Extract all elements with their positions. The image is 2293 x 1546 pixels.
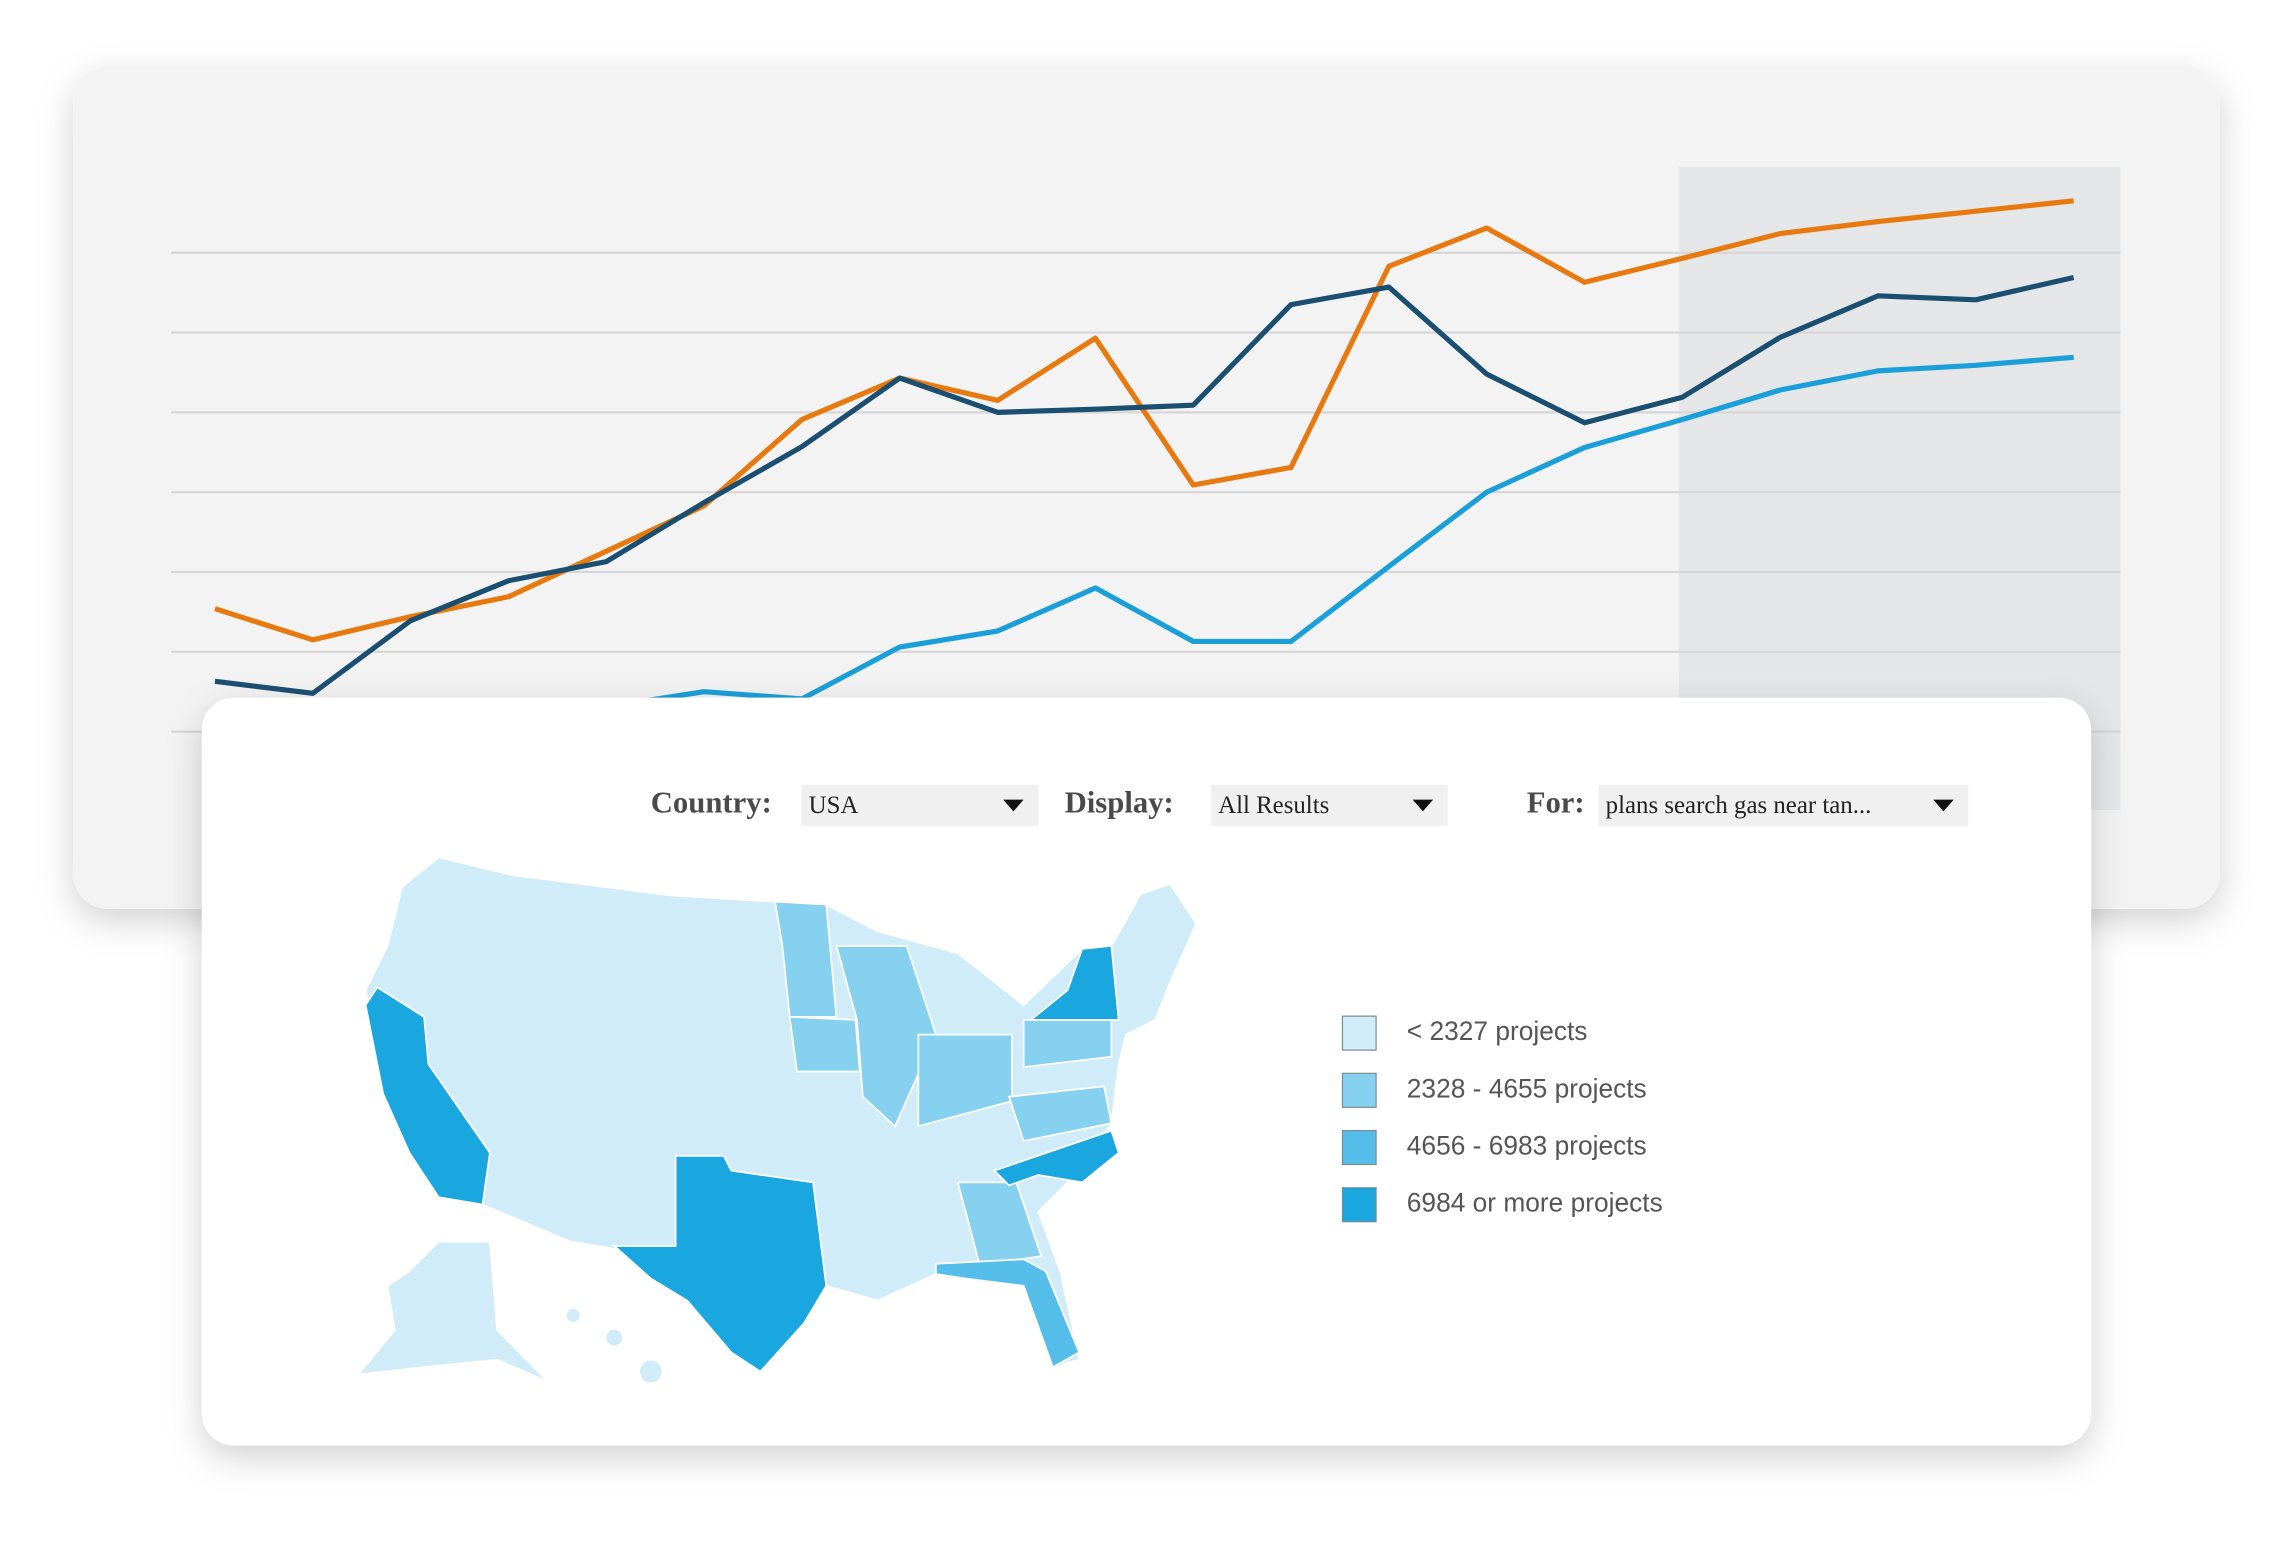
legend-label: 4656 - 6983 projects	[1407, 1130, 1647, 1160]
dropdown-value[interactable]: All Results	[1218, 792, 1329, 819]
dropdown-value[interactable]: USA	[809, 792, 859, 819]
map-region	[604, 1327, 624, 1348]
filter-label: For:	[1527, 784, 1585, 819]
legend-swatch	[1341, 1187, 1377, 1223]
dropdown-box[interactable]	[801, 784, 1039, 827]
map-region	[611, 1154, 828, 1373]
series-line	[214, 274, 2075, 696]
filter-label: Display:	[1065, 784, 1174, 819]
series-line	[605, 354, 2074, 710]
legend-swatch	[1341, 1015, 1377, 1051]
dropdown[interactable]: USA	[801, 784, 1039, 827]
map-region	[835, 945, 937, 1128]
map-region	[364, 986, 491, 1206]
legend-swatch	[1341, 1072, 1377, 1108]
dropdown-box[interactable]	[1598, 784, 1969, 827]
map-region	[565, 1307, 582, 1324]
map-region	[774, 900, 838, 1018]
map-region	[1007, 1085, 1113, 1143]
map-region	[788, 1015, 861, 1073]
dropdown[interactable]: All Results	[1210, 784, 1448, 827]
legend: < 2327 projects 2328 - 4655 projects 4656 …	[1341, 1015, 1663, 1223]
legend-swatch	[1341, 1129, 1377, 1166]
map-region	[1028, 944, 1120, 1021]
filters: Country: USA Display: All Results For: plans …	[651, 784, 1969, 827]
dropdown-arrow[interactable]	[1003, 799, 1024, 812]
dropdown[interactable]: plans search gas near tan...	[1598, 784, 1969, 827]
dropdown-box[interactable]	[1210, 784, 1448, 827]
legend-label: 6984 or more projects	[1407, 1188, 1663, 1218]
filter-label: Country:	[651, 784, 772, 819]
us-map	[356, 856, 1198, 1385]
lines	[214, 198, 2075, 710]
legend-label: 2328 - 4655 projects	[1407, 1073, 1647, 1103]
dropdown-value[interactable]: plans search gas near tan...	[1606, 792, 1872, 819]
dropdown-arrow[interactable]	[1412, 799, 1434, 812]
map-region	[956, 1181, 1043, 1267]
map-region	[935, 1258, 1081, 1369]
map-region	[356, 1240, 550, 1383]
map-region	[992, 1129, 1120, 1187]
series-line	[214, 198, 2074, 643]
legend-label: < 2327 projects	[1407, 1016, 1588, 1046]
map-region	[638, 1358, 664, 1385]
dropdown-arrow[interactable]	[1933, 799, 1954, 812]
